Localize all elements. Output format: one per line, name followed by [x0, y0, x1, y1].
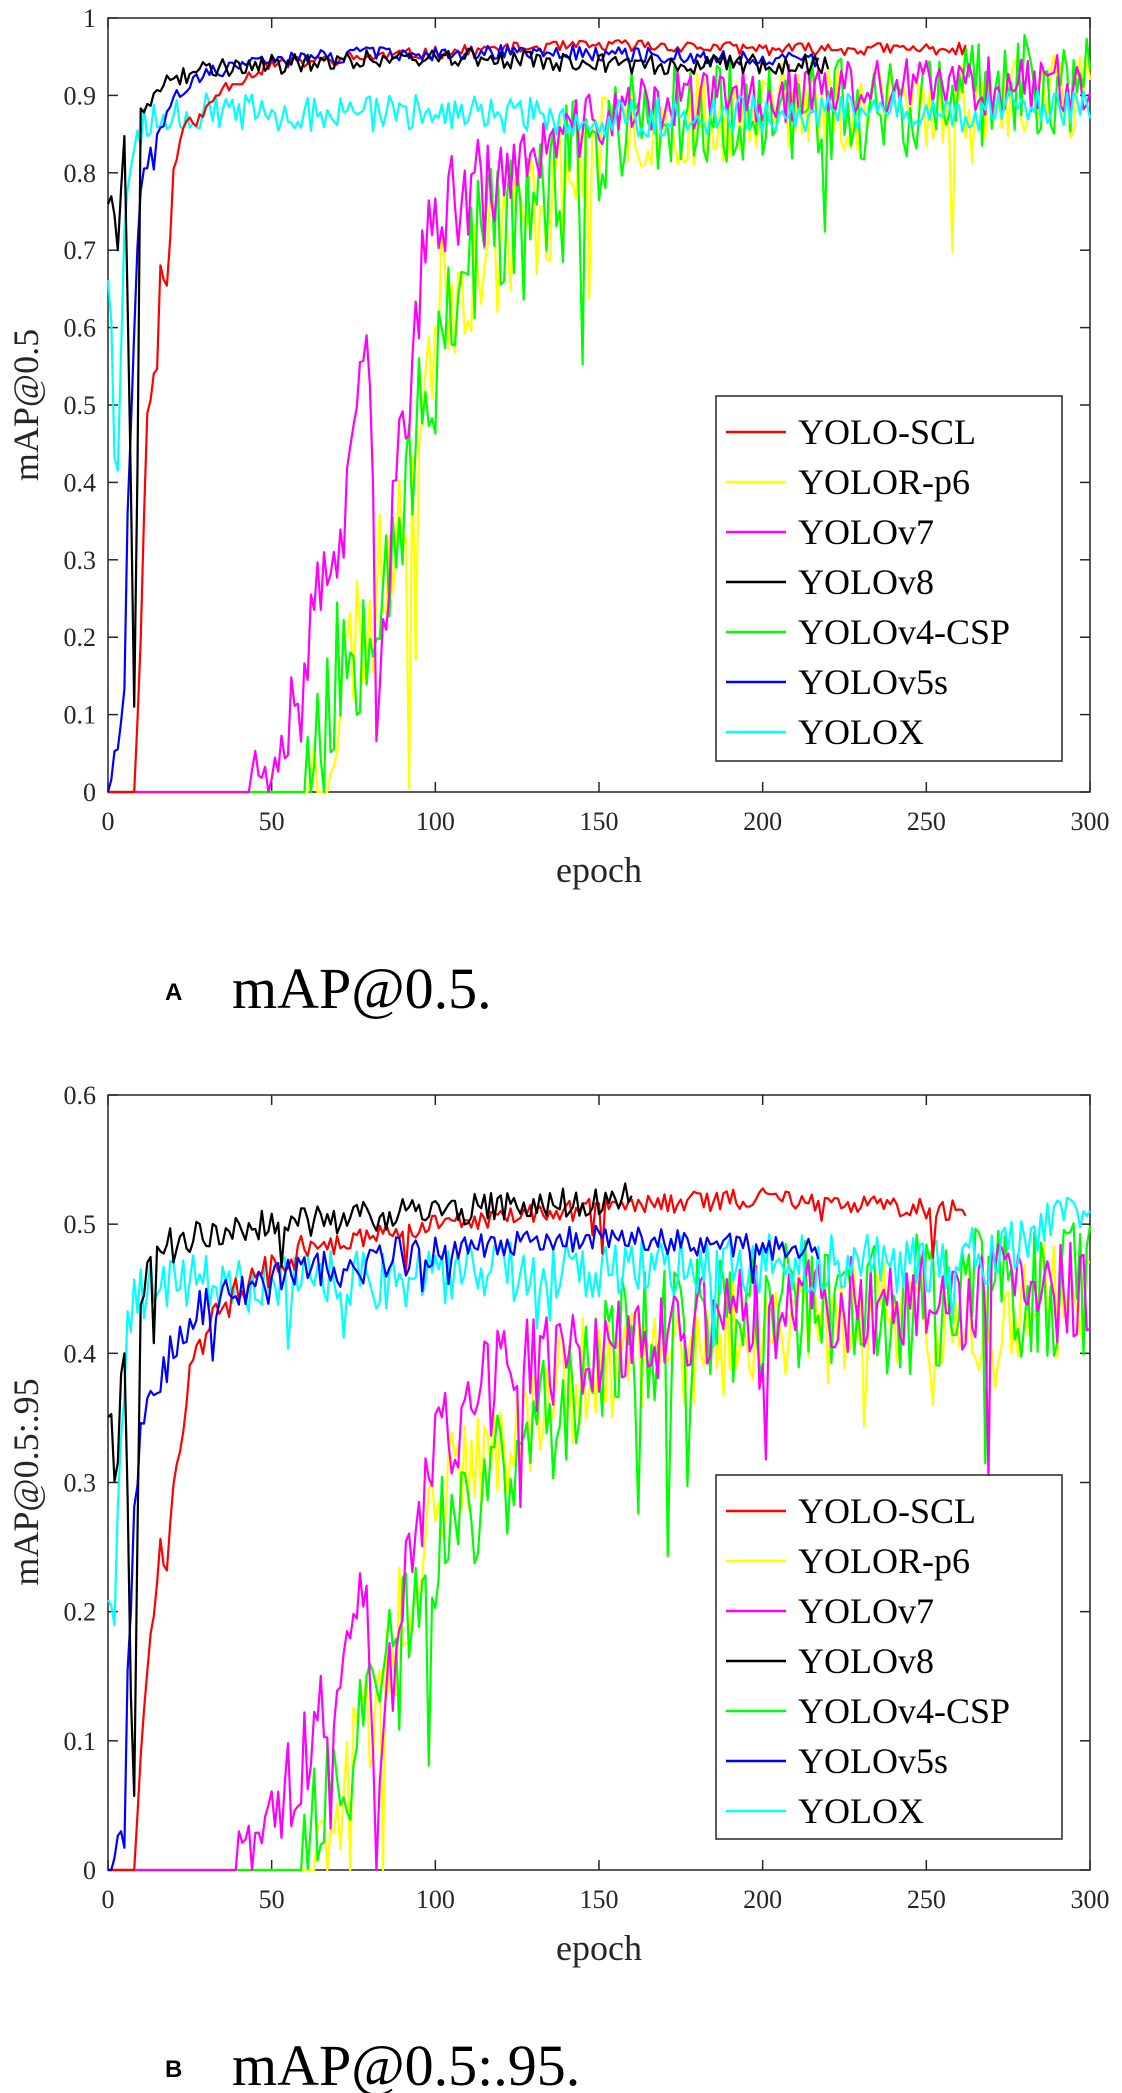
series-line-yolov7-a	[108, 53, 1092, 794]
caption-a: mAP@0.5.	[232, 956, 492, 1021]
legend-label-yolov5s-b: YOLOv5s	[798, 1741, 948, 1781]
series-line-yolox-a	[106, 89, 1092, 472]
x-tick-label-a: 0	[102, 807, 115, 836]
legend-label-yolov5s-a: YOLOv5s	[798, 662, 948, 702]
series-line-yolov4-csp-a	[108, 33, 1092, 794]
x-axis-label-b: epoch	[556, 1928, 642, 1968]
y-tick-label-b: 0	[83, 1856, 96, 1885]
y-tick-label-a: 0.1	[64, 701, 97, 730]
legend-label-yolov8-a: YOLOv8	[798, 562, 934, 602]
series-line-yolo-scl-a	[108, 39, 967, 794]
legend-label-yolox-a: YOLOX	[798, 712, 924, 752]
y-tick-label-a: 0.4	[64, 468, 97, 497]
caption-b: mAP@0.5:.95.	[232, 2033, 580, 2093]
legend-label-yolox-b: YOLOX	[798, 1791, 924, 1831]
legend-label-yolor-p6-b: YOLOR-p6	[798, 1541, 970, 1581]
x-tick-label-b: 50	[259, 1885, 285, 1914]
legend-box-b	[715, 1474, 1063, 1840]
legend-label-yolo-scl-b: YOLO-SCL	[798, 1491, 976, 1531]
y-tick-label-b: 0.1	[64, 1727, 97, 1756]
legend-label-yolo-scl-a: YOLO-SCL	[798, 412, 976, 452]
y-tick-label-b: 0.2	[64, 1598, 97, 1627]
y-axis-label-a: mAP@0.5	[6, 329, 46, 481]
x-tick-label-b: 300	[1071, 1885, 1110, 1914]
legend-label-yolov8-b: YOLOv8	[798, 1641, 934, 1681]
x-tick-label-a: 300	[1071, 807, 1110, 836]
series-lines-b	[107, 1182, 1092, 1872]
panel-letter-a: A	[165, 979, 182, 1006]
chart-panel-a: 0 50 100 150 200 250 300 0 0.1 0.2 0.3 0.4 0.5 0.6 0.7…	[6, 4, 1110, 1021]
series-line-yolov7-b	[108, 1241, 1091, 1872]
x-tick-label-b: 150	[580, 1885, 619, 1914]
legend-a: YOLO-SCL YOLOR-p6 YOLOv7 YOLOv8 YOLOv4-CSP YO…	[715, 395, 1063, 762]
y-tick-label-a: 0.9	[64, 81, 97, 110]
legend-label-yolor-p6-a: YOLOR-p6	[798, 462, 970, 502]
y-tick-label-b: 0.5	[64, 1210, 97, 1239]
legend-label-yolov7-a: YOLOv7	[798, 512, 934, 552]
series-line-yolov5s-b	[108, 1224, 820, 1872]
legend-label-yolov4-csp-b: YOLOv4-CSP	[798, 1691, 1010, 1731]
y-tick-label-a: 1	[83, 4, 96, 33]
y-tick-label-b: 0.6	[64, 1081, 97, 1110]
chart-panel-b: 0 50 100 150 200 250 300 0 0.1 0.2 0.3 0.4 0.5 0.6 ep…	[6, 1081, 1110, 2093]
y-tick-label-a: 0.6	[64, 314, 97, 343]
legend-label-yolov7-b: YOLOv7	[798, 1591, 934, 1631]
x-tick-label-a: 150	[580, 807, 619, 836]
legend-box-a	[715, 395, 1063, 762]
axis-ticks-b: 0 50 100 150 200 250 300 0 0.1 0.2 0.3 0.4 0.5 0.6	[64, 1081, 1110, 1914]
series-line-yolov8-b	[107, 1182, 633, 1798]
x-tick-label-a: 100	[416, 807, 455, 836]
x-tick-label-b: 250	[907, 1885, 946, 1914]
y-tick-label-a: 0.5	[64, 391, 97, 420]
series-line-yolov4-csp-b	[108, 1222, 1092, 1872]
y-tick-label-a: 0.8	[64, 159, 97, 188]
axis-ticks-a: 0 50 100 150 200 250 300 0 0.1 0.2 0.3 0.4 0.5 0.6 0.7…	[64, 4, 1110, 836]
legend-label-yolov4-csp-a: YOLOv4-CSP	[798, 612, 1010, 652]
x-tick-label-a: 50	[259, 807, 285, 836]
x-tick-label-a: 200	[743, 807, 782, 836]
series-lines-a	[106, 33, 1092, 794]
y-tick-label-a: 0.7	[64, 236, 97, 265]
x-tick-label-b: 200	[743, 1885, 782, 1914]
y-tick-label-a: 0	[83, 778, 96, 807]
x-tick-label-b: 0	[102, 1885, 115, 1914]
series-line-yolov8-a	[106, 47, 830, 708]
x-axis-label-a: epoch	[556, 850, 642, 890]
y-tick-label-b: 0.4	[64, 1339, 97, 1368]
y-axis-label-b: mAP@0.5:.95	[6, 1378, 46, 1585]
panel-letter-b: B	[165, 2056, 182, 2083]
y-tick-label-a: 0.3	[64, 546, 97, 575]
x-tick-label-a: 250	[907, 807, 946, 836]
x-tick-label-b: 100	[416, 1885, 455, 1914]
y-tick-label-b: 0.3	[64, 1469, 97, 1498]
y-tick-label-a: 0.2	[64, 623, 97, 652]
legend-b: YOLO-SCL YOLOR-p6 YOLOv7 YOLOv8 YOLOv4-CSP YO…	[715, 1474, 1063, 1840]
